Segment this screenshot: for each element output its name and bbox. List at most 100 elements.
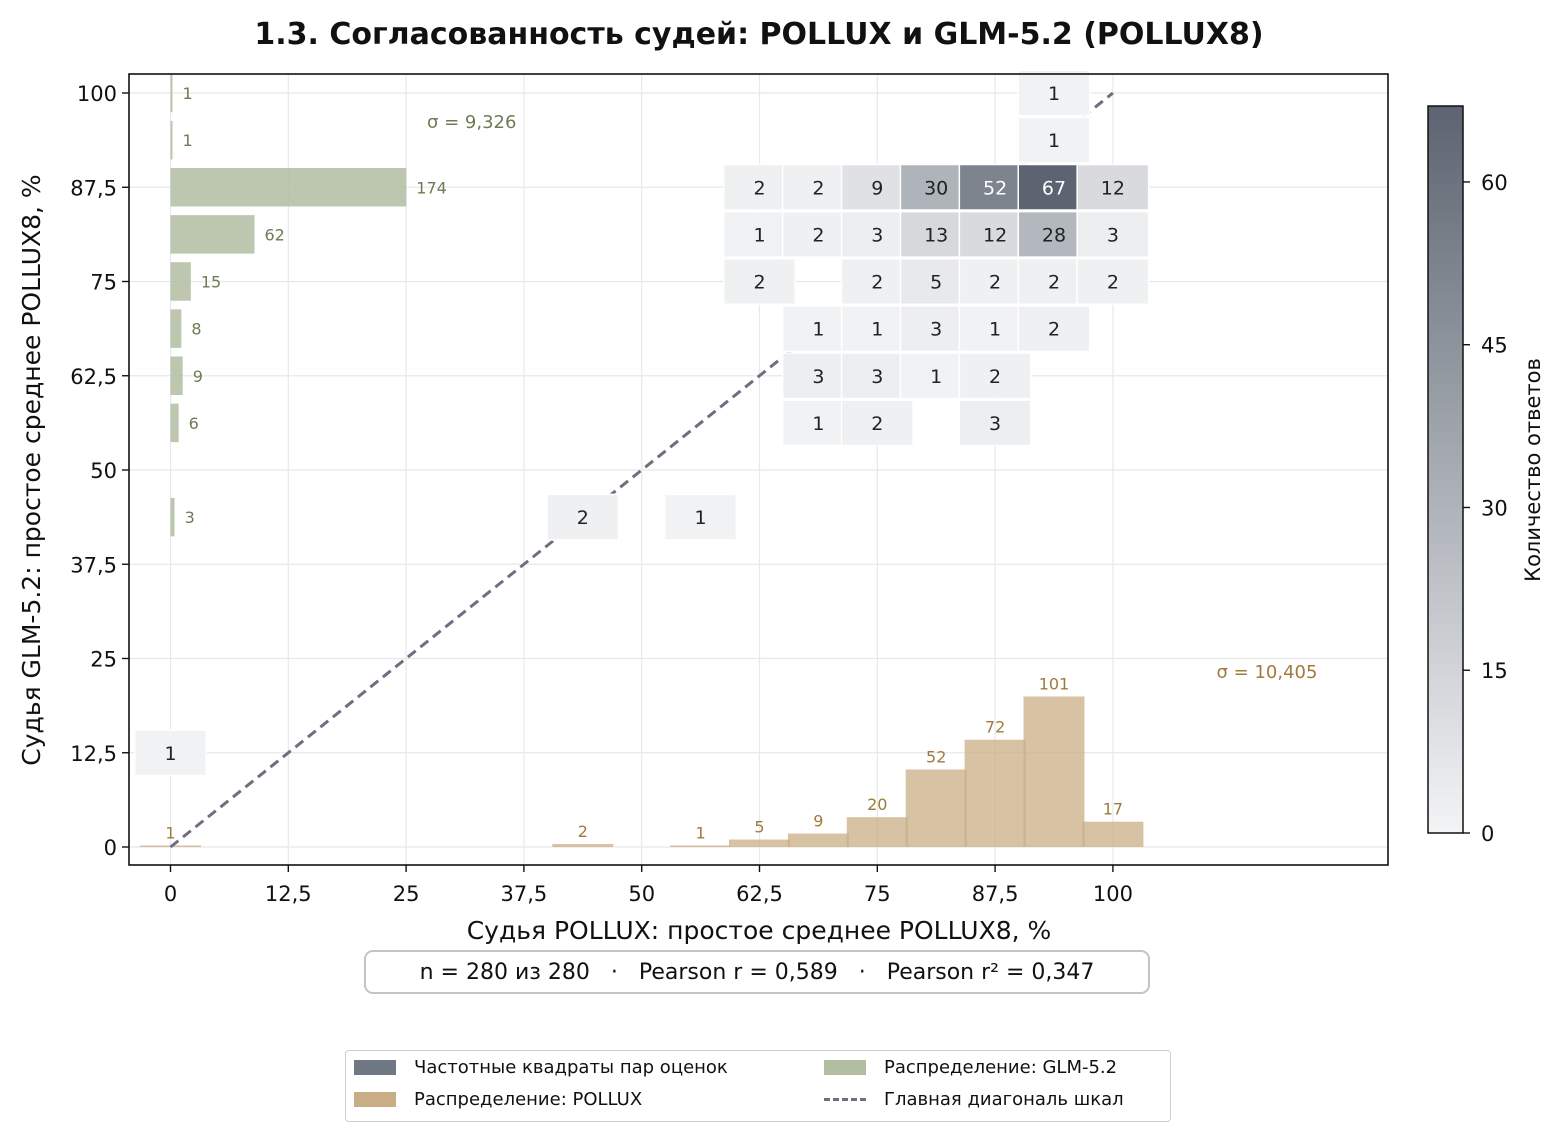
- glm-bar: [170, 497, 175, 537]
- pollux-marginal-bars: 1 2 1 5 9 20 52 72 101 17: [140, 675, 1144, 847]
- heatmap-cell-label: 3: [989, 413, 1001, 435]
- glm-bar-label: 9: [193, 367, 203, 386]
- stats-pearson-r2: Pearson r² = 0,347: [886, 959, 1095, 985]
- y-tick-label: 12,5: [70, 742, 117, 766]
- colorbar-tick-label: 60: [1481, 171, 1508, 195]
- legend-item-glm: Распределение: GLM-5.2: [824, 1057, 1117, 1078]
- glm-bar-label: 3: [185, 508, 195, 527]
- heatmap-cell-label: 3: [871, 366, 883, 388]
- x-tick-label: 62,5: [736, 882, 783, 906]
- glm-bar: [170, 403, 179, 443]
- pollux-bar-label: 101: [1039, 675, 1070, 694]
- legend-swatch-diagonal: [824, 1098, 866, 1101]
- pollux-bar-label: 1: [696, 824, 706, 843]
- x-tick-label: 12,5: [265, 882, 312, 906]
- heatmap-cell-label: 9: [871, 177, 883, 199]
- heatmap-cell: [546, 493, 620, 541]
- colorbar-label: Количество ответов: [1521, 358, 1545, 582]
- x-tick-label: 100: [1093, 882, 1133, 906]
- heatmap-cell-label: 2: [577, 507, 589, 529]
- heatmap-cell-label: 2: [871, 413, 883, 435]
- glm-bar-label: 174: [416, 178, 447, 197]
- pollux-bar-label: 72: [985, 718, 1005, 737]
- heatmap-cell-label: 3: [812, 366, 824, 388]
- heatmap-cell-label: 1: [753, 224, 765, 246]
- colorbar-tick-label: 45: [1481, 334, 1508, 358]
- pollux-bar: [1023, 696, 1085, 847]
- heatmap-cell-label: 1: [871, 319, 883, 341]
- legend-label: Распределение: POLLUX: [414, 1089, 643, 1110]
- y-tick-label: 25: [90, 648, 117, 672]
- heatmap-cell-label: 2: [812, 177, 824, 199]
- y-axis-label: Судья GLM-5.2: простое среднее POLLUX8, …: [17, 174, 46, 765]
- legend: Частотные квадраты пар оценок Распределе…: [345, 1050, 1171, 1122]
- heatmap-cell: [958, 352, 1032, 400]
- glm-bar-label: 62: [265, 225, 285, 244]
- axis-ticks: 0 12,5 25 37,5 50 62,5 75 87,5 100012,52537,5506…: [70, 82, 1133, 906]
- x-tick-label: 25: [393, 882, 420, 906]
- legend-label: Частотные квадраты пар оценок: [414, 1057, 728, 1078]
- glm-bar: [170, 262, 191, 301]
- heatmap-cell: [1017, 305, 1091, 353]
- glm-bar: [170, 120, 173, 160]
- heatmap-cell-label: 2: [1107, 272, 1119, 294]
- pollux-bar-label: 20: [867, 795, 887, 814]
- stats-pearson-r: Pearson r = 0,589: [638, 959, 838, 985]
- heatmap-cell-label: 2: [1048, 319, 1060, 341]
- legend-item-diagonal: Главная диагональ шкал: [824, 1089, 1124, 1110]
- glm-bar: [170, 356, 183, 395]
- heatmap-cell-label: 2: [753, 177, 765, 199]
- heatmap-cell-label: 52: [983, 177, 1007, 199]
- pollux-bar-label: 52: [926, 748, 946, 767]
- heatmap-cell: [958, 399, 1032, 447]
- heatmap-cell-label: 2: [989, 366, 1001, 388]
- stats-separator: ·: [858, 959, 866, 985]
- legend-swatch-glm: [824, 1060, 866, 1075]
- y-tick-label: 100: [77, 82, 117, 106]
- heatmap-cell: [723, 258, 796, 305]
- x-tick-label: 87,5: [972, 882, 1019, 906]
- heatmap-cell-label: 2: [871, 272, 883, 294]
- pollux-bar-label: 2: [578, 822, 588, 841]
- y-tick-label: 62,5: [70, 365, 117, 389]
- y-tick-label: 37,5: [70, 553, 117, 577]
- pollux-sigma-label: σ = 10,405: [1217, 662, 1318, 683]
- heatmap-cell: [1017, 116, 1091, 164]
- heatmap-cell-label: 1: [1048, 83, 1060, 105]
- glm-marginal-bars: 1 1 174 62 15 8 9 6 3: [170, 73, 447, 537]
- legend-item-heat-squares: Частотные квадраты пар оценок: [354, 1057, 728, 1078]
- heatmap-cell-label: 3: [930, 319, 942, 341]
- heatmap-cell-label: 1: [695, 507, 707, 529]
- heatmap-cells: 12 11 2 33 3 1 21 1 3 1 22 2 5 2 2 21 2 3 13 12 28 32 2 9 30 52 67…: [134, 69, 1150, 777]
- glm-bar-label: 1: [183, 131, 193, 150]
- pollux-bar-label: 9: [813, 812, 823, 831]
- heatmap-cell: [664, 493, 738, 541]
- heatmap-cell-label: 2: [812, 224, 824, 246]
- legend-swatch-heat: [354, 1060, 396, 1075]
- pollux-bar: [846, 817, 908, 847]
- stats-box: n = 280 из 280 · Pearson r = 0,589 · Pea…: [364, 950, 1150, 994]
- pollux-bar-label: 1: [165, 824, 175, 843]
- heatmap-cell-label: 2: [753, 272, 765, 294]
- y-tick-label: 87,5: [70, 176, 117, 200]
- pollux-bar-label: 5: [754, 818, 764, 837]
- glm-bar-label: 1: [183, 84, 193, 103]
- colorbar: 0 15 30 45 60: [1427, 105, 1508, 846]
- glm-bar: [170, 309, 182, 348]
- pollux-bar: [670, 845, 732, 847]
- heatmap-cell-label: 30: [924, 177, 948, 199]
- legend-label: Главная диагональ шкал: [884, 1089, 1124, 1110]
- legend-swatch-pollux: [354, 1092, 396, 1107]
- glm-bar: [170, 73, 173, 113]
- colorbar-gradient: [1427, 105, 1464, 834]
- heatmap-cell: [134, 729, 207, 777]
- heatmap-cell-label: 3: [871, 224, 883, 246]
- heatmap-cell: [1076, 210, 1150, 258]
- heatmap-cell-label: 12: [983, 224, 1007, 246]
- diagonal-line: [169, 91, 1114, 849]
- chart-title: 1.3. Согласованность судей: POLLUX и GLM…: [254, 17, 1263, 52]
- y-tick-label: 75: [90, 271, 117, 295]
- pollux-bar: [905, 769, 967, 847]
- pollux-bar: [729, 839, 790, 847]
